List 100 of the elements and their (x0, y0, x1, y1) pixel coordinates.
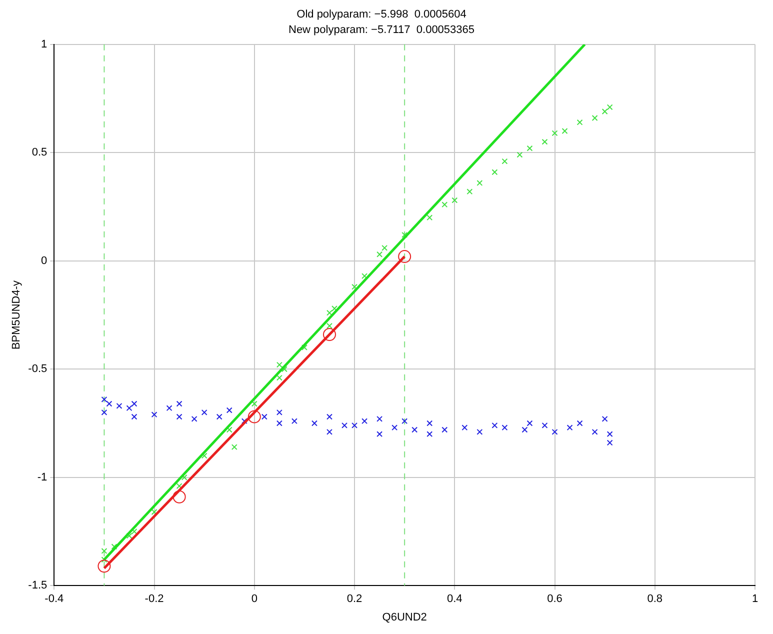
point (201, 452, 208, 459)
point (276, 374, 282, 381)
point (402, 232, 408, 238)
point (101, 548, 108, 554)
point (172, 490, 186, 504)
point (276, 409, 282, 416)
point (502, 424, 508, 431)
point (382, 244, 388, 251)
point (191, 416, 198, 422)
point (231, 444, 238, 450)
y-tick-label: -1 (37, 471, 48, 484)
point (116, 402, 122, 409)
point (376, 416, 383, 422)
point (492, 169, 498, 176)
y-axis-title: BPM5UND4-y (10, 280, 23, 350)
point (176, 414, 182, 420)
x-tick-label: 1 (752, 593, 758, 606)
point (476, 180, 483, 186)
point (342, 422, 348, 428)
point (131, 414, 138, 420)
point (352, 422, 358, 428)
point (362, 418, 368, 424)
point (126, 405, 132, 412)
point (248, 410, 261, 424)
point (216, 414, 222, 420)
point (442, 426, 448, 433)
point (592, 115, 598, 121)
point (291, 418, 298, 424)
point (176, 483, 182, 489)
point (602, 416, 608, 422)
point (241, 418, 248, 424)
y-tick-label: 0 (41, 254, 48, 267)
point (398, 250, 412, 264)
point (98, 560, 111, 573)
point (576, 119, 583, 126)
point (151, 509, 158, 515)
point (542, 422, 548, 428)
point (111, 544, 118, 550)
point (426, 431, 433, 438)
point (442, 202, 448, 208)
point (326, 428, 332, 435)
chart-subtitle: New polyparam: −5.7117 0.00053365 (288, 24, 475, 36)
point (326, 414, 332, 420)
point (526, 145, 533, 152)
y-tick-label: -1.5 (28, 580, 48, 592)
point (362, 273, 368, 280)
y-tick-label: 0.5 (32, 146, 48, 159)
point (576, 420, 583, 426)
point (402, 418, 408, 424)
point (151, 412, 158, 418)
point (226, 426, 232, 433)
point (542, 138, 548, 145)
x-tick-label: 0.4 (446, 593, 462, 606)
point (276, 420, 282, 426)
point (522, 426, 528, 433)
point (311, 420, 318, 426)
point (452, 197, 458, 204)
point (412, 426, 418, 433)
point (201, 409, 208, 416)
point (426, 214, 433, 221)
point (376, 431, 383, 438)
point (552, 428, 558, 435)
point (476, 428, 483, 435)
chart-title: Old polyparam: −5.998 0.0005604 (296, 8, 466, 21)
point (426, 420, 433, 426)
point (462, 424, 468, 431)
point (502, 158, 508, 164)
point (392, 424, 398, 431)
point (562, 128, 568, 134)
point (176, 400, 182, 407)
point (281, 366, 288, 372)
point (376, 251, 383, 258)
point (322, 328, 336, 341)
point (492, 422, 498, 428)
x-tick-label: -0.2 (144, 593, 164, 606)
x-tick-label: 0.2 (346, 593, 362, 606)
point (606, 431, 613, 438)
x-axis-title: Q6UND2 (382, 611, 427, 624)
point (552, 130, 558, 136)
point (566, 424, 573, 431)
point (101, 396, 108, 402)
point (516, 152, 523, 158)
x-tick-label: 0.6 (547, 593, 562, 606)
point (251, 400, 258, 407)
x-tick-label: 0 (251, 593, 258, 606)
point (301, 344, 308, 350)
point (602, 108, 608, 114)
y-tick-label: -0.5 (28, 363, 48, 376)
x-tick-label: 0.8 (647, 593, 663, 606)
point (276, 362, 282, 368)
point (526, 420, 533, 426)
point (261, 414, 268, 420)
point (131, 400, 138, 407)
x-tick-label: -0.4 (44, 593, 64, 606)
point (166, 405, 172, 412)
point (332, 306, 338, 312)
point (101, 409, 108, 416)
point (352, 284, 358, 290)
point (226, 407, 232, 414)
point (181, 474, 188, 480)
